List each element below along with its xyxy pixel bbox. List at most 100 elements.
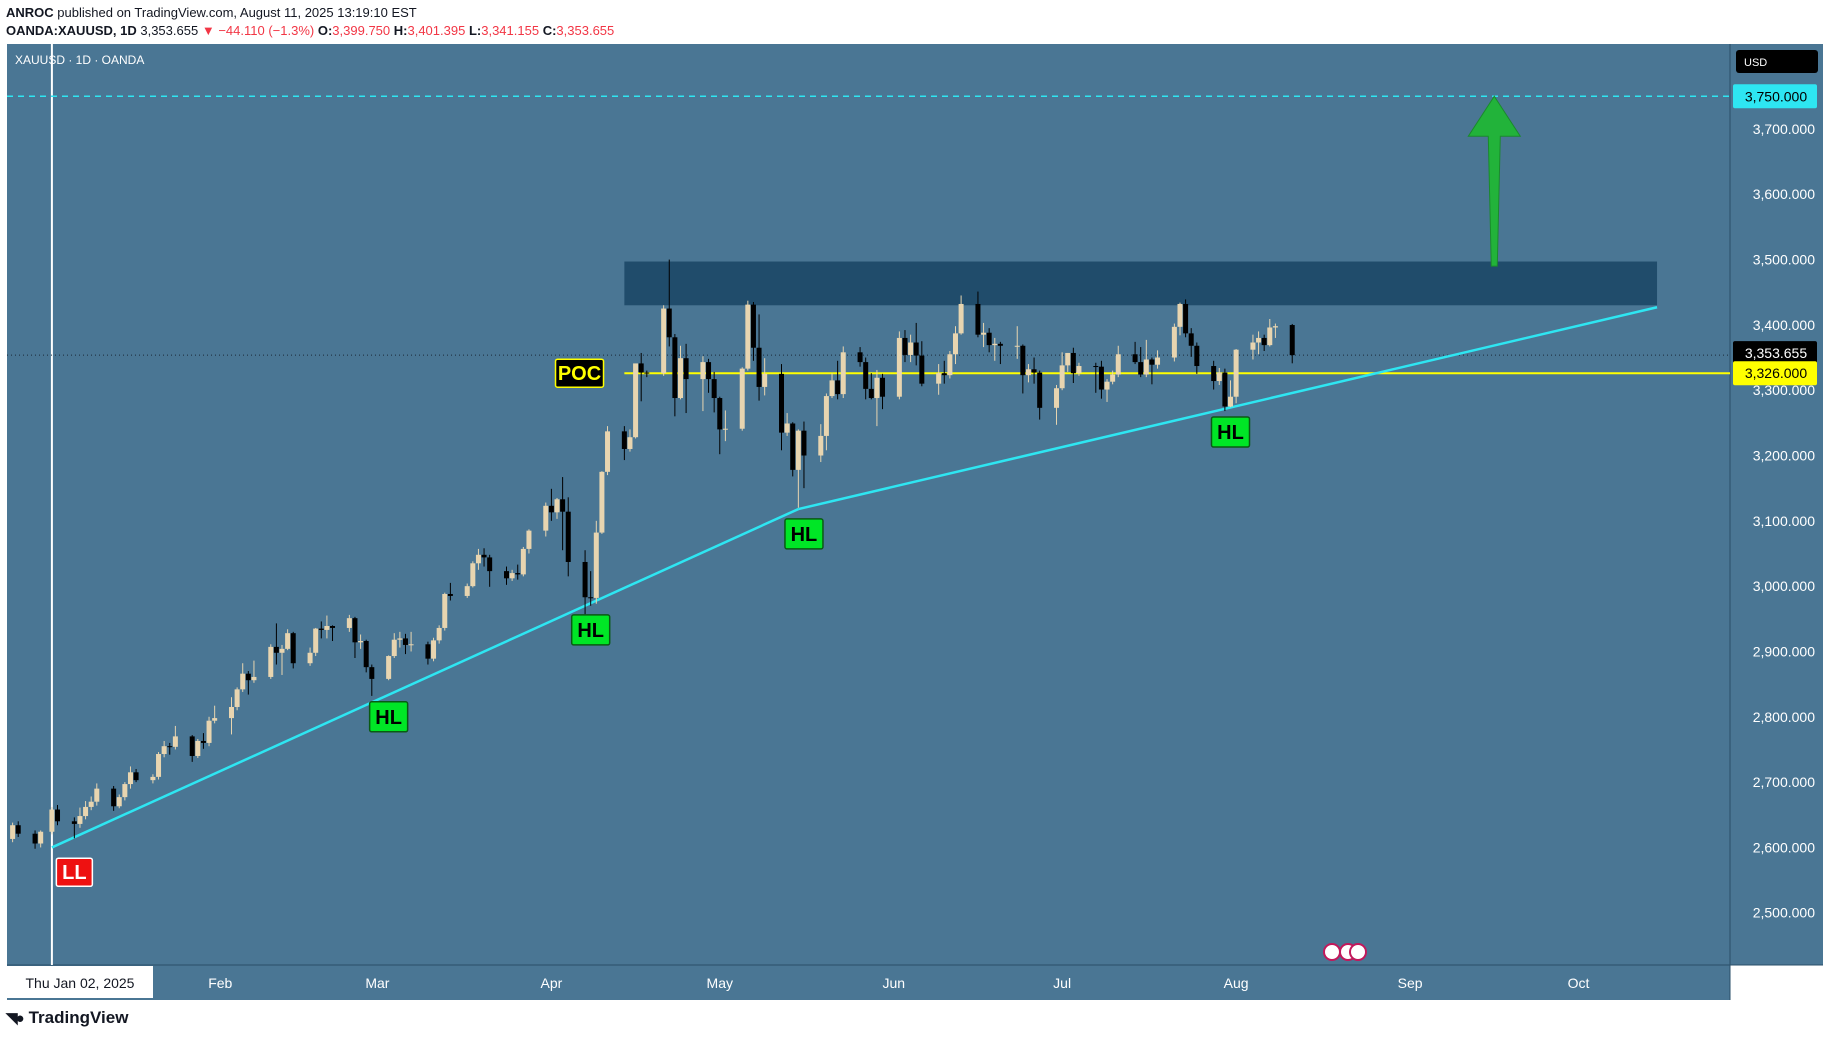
- candle[interactable]: [1098, 360, 1104, 399]
- chart-pane[interactable]: [7, 44, 1730, 965]
- candle[interactable]: [997, 341, 1003, 365]
- tradingview-logo[interactable]: ◥● TradingView: [6, 1008, 128, 1028]
- candle[interactable]: [88, 796, 94, 811]
- candle[interactable]: [442, 592, 448, 631]
- candle[interactable]: [475, 548, 481, 570]
- candle[interactable]: [700, 356, 706, 412]
- candle[interactable]: [1188, 328, 1194, 357]
- target-up-arrow-icon[interactable]: [1467, 95, 1522, 267]
- candle[interactable]: [919, 341, 925, 387]
- candle[interactable]: [1054, 384, 1060, 425]
- candle[interactable]: [952, 326, 958, 365]
- candle[interactable]: [711, 371, 717, 413]
- candle[interactable]: [1267, 318, 1273, 347]
- candle[interactable]: [487, 554, 493, 587]
- candle[interactable]: [633, 363, 639, 439]
- candle[interactable]: [560, 477, 566, 551]
- candle[interactable]: [666, 259, 672, 347]
- candle[interactable]: [189, 735, 195, 762]
- candle[interactable]: [324, 615, 330, 639]
- candle[interactable]: [739, 367, 745, 431]
- hl-label-mar[interactable]: HL: [368, 701, 409, 733]
- candle[interactable]: [605, 426, 611, 476]
- candle[interactable]: [947, 351, 953, 379]
- candle[interactable]: [829, 373, 835, 399]
- candle[interactable]: [874, 369, 880, 427]
- candle[interactable]: [352, 616, 358, 658]
- candle[interactable]: [992, 337, 998, 361]
- candle[interactable]: [593, 520, 599, 604]
- us-flag-event-icon[interactable]: [1349, 943, 1367, 961]
- candle[interactable]: [133, 769, 139, 783]
- candle[interactable]: [279, 644, 285, 675]
- candle[interactable]: [762, 358, 768, 396]
- candle[interactable]: [290, 631, 296, 669]
- candle[interactable]: [228, 697, 234, 735]
- candle[interactable]: [1261, 334, 1267, 351]
- poc-label[interactable]: POC: [554, 358, 605, 388]
- candle[interactable]: [408, 631, 414, 652]
- candle[interactable]: [71, 817, 77, 839]
- candle[interactable]: [10, 822, 16, 843]
- candle[interactable]: [447, 582, 453, 601]
- candle[interactable]: [1143, 339, 1149, 378]
- candle[interactable]: [756, 314, 762, 401]
- candle[interactable]: [55, 804, 61, 826]
- poc-price-tag[interactable]: 3,326.000: [1733, 361, 1817, 386]
- candle[interactable]: [1025, 364, 1031, 383]
- candle[interactable]: [599, 471, 605, 534]
- candle[interactable]: [1171, 323, 1177, 362]
- candle[interactable]: [77, 807, 83, 828]
- candle[interactable]: [431, 637, 437, 662]
- candle[interactable]: [548, 488, 554, 521]
- candle[interactable]: [122, 782, 128, 801]
- candle[interactable]: [436, 625, 442, 644]
- candle[interactable]: [936, 364, 942, 395]
- currency-badge[interactable]: USD: [1736, 50, 1818, 73]
- candle[interactable]: [565, 497, 571, 577]
- author-name[interactable]: ANROC: [6, 5, 54, 20]
- candle[interactable]: [273, 623, 279, 665]
- candle[interactable]: [1132, 341, 1138, 365]
- candle[interactable]: [1065, 352, 1071, 372]
- candle[interactable]: [464, 583, 470, 598]
- candle[interactable]: [234, 687, 240, 711]
- candle[interactable]: [1093, 362, 1099, 393]
- candle[interactable]: [958, 295, 964, 335]
- hl-label-apr[interactable]: HL: [570, 614, 611, 646]
- candle[interactable]: [1222, 368, 1228, 412]
- candle[interactable]: [509, 569, 515, 581]
- candle[interactable]: [981, 322, 987, 348]
- candle[interactable]: [1250, 334, 1256, 360]
- candle[interactable]: [896, 331, 902, 400]
- candle[interactable]: [1289, 323, 1295, 364]
- candle[interactable]: [644, 370, 650, 378]
- candle[interactable]: [1031, 357, 1037, 384]
- candle[interactable]: [638, 352, 644, 402]
- candle[interactable]: [1256, 331, 1262, 355]
- candle[interactable]: [481, 548, 487, 567]
- candle[interactable]: [1155, 350, 1161, 369]
- price-axis[interactable]: [1730, 44, 1823, 965]
- candle[interactable]: [391, 633, 397, 658]
- candle[interactable]: [913, 322, 919, 366]
- candle[interactable]: [307, 647, 313, 666]
- ascending-support-1-trendline[interactable]: [51, 507, 799, 849]
- candle[interactable]: [49, 806, 55, 835]
- candle[interactable]: [425, 641, 431, 665]
- candle[interactable]: [818, 424, 824, 463]
- candle[interactable]: [251, 660, 257, 683]
- candle[interactable]: [161, 740, 167, 758]
- candle[interactable]: [330, 625, 336, 642]
- candle[interactable]: [986, 328, 992, 353]
- candle[interactable]: [1272, 323, 1278, 338]
- candle[interactable]: [1110, 370, 1116, 385]
- candle[interactable]: [1014, 326, 1020, 359]
- candle[interactable]: [200, 733, 206, 749]
- candle[interactable]: [784, 413, 790, 436]
- candle[interactable]: [745, 300, 751, 371]
- candle[interactable]: [661, 305, 667, 376]
- candle[interactable]: [1076, 362, 1082, 376]
- candle[interactable]: [779, 364, 785, 451]
